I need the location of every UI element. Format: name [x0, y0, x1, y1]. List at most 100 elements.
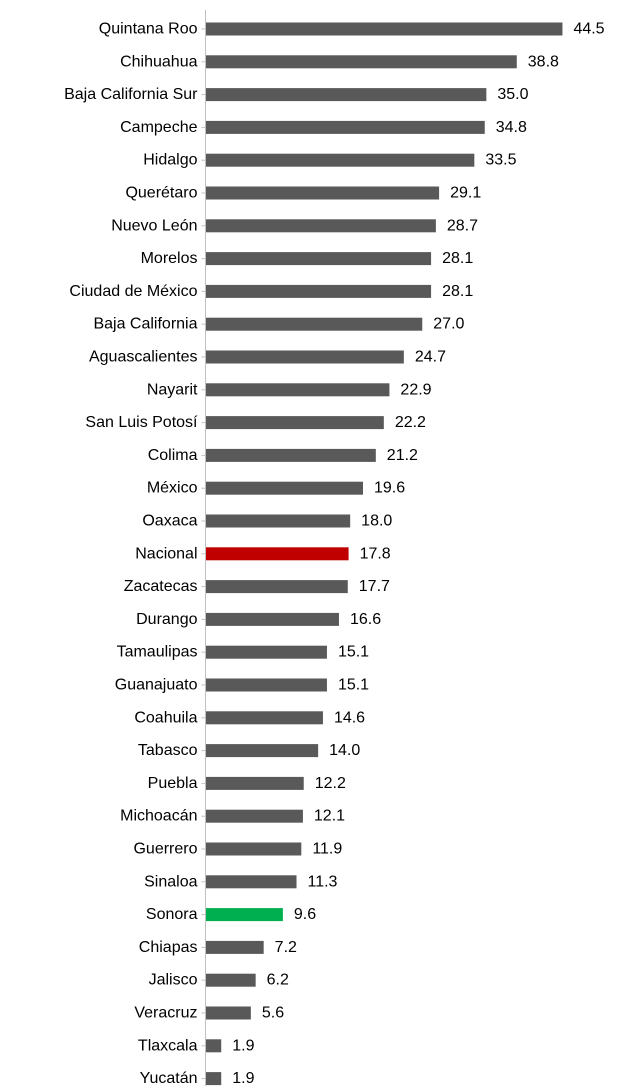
data-label: 1.9 — [232, 1070, 254, 1086]
data-label: 22.9 — [400, 381, 431, 398]
category-label: Tamaulipas — [117, 644, 198, 661]
data-label: 29.1 — [450, 185, 481, 202]
bar — [206, 448, 376, 462]
bar — [206, 481, 363, 495]
bar — [206, 580, 348, 594]
bar — [206, 514, 351, 528]
data-label: 17.7 — [359, 578, 390, 595]
category-label: Ciudad de México — [69, 283, 197, 300]
data-label: 24.7 — [415, 349, 446, 366]
bar — [206, 842, 302, 856]
category-label: Michoacán — [120, 808, 197, 825]
data-label: 28.1 — [442, 250, 473, 267]
data-label: 33.5 — [485, 152, 516, 169]
bar — [206, 1072, 222, 1086]
data-label: 28.1 — [442, 283, 473, 300]
category-label: Veracruz — [134, 1005, 197, 1022]
data-label: 9.6 — [294, 906, 316, 923]
data-label: 7.2 — [275, 939, 297, 956]
category-label: Coahuila — [134, 709, 197, 726]
bar — [206, 252, 432, 266]
data-label: 34.8 — [496, 119, 527, 136]
bar — [206, 416, 384, 430]
bar — [206, 153, 475, 167]
data-label: 1.9 — [232, 1037, 254, 1054]
bar — [206, 120, 485, 134]
category-label: Nuevo León — [111, 217, 197, 234]
bar — [206, 875, 297, 889]
data-label: 14.6 — [334, 709, 365, 726]
bar — [206, 1039, 222, 1053]
data-label: 38.8 — [528, 53, 559, 70]
data-label: 18.0 — [361, 513, 392, 530]
bar — [206, 776, 304, 790]
category-label: Zacatecas — [124, 578, 198, 595]
category-label: San Luis Potosí — [85, 414, 198, 431]
bar — [206, 350, 404, 364]
bar — [206, 88, 487, 102]
bar — [206, 219, 436, 233]
category-label: Oaxaca — [142, 513, 197, 530]
bar — [206, 744, 319, 758]
data-label: 28.7 — [447, 217, 478, 234]
data-label: 15.1 — [338, 677, 369, 694]
bar — [206, 973, 256, 987]
category-label: Chiapas — [139, 939, 198, 956]
category-label: Morelos — [141, 250, 198, 267]
bar — [206, 940, 264, 954]
category-label: Guanajuato — [115, 677, 198, 694]
data-label: 19.6 — [374, 480, 405, 497]
category-label: Puebla — [148, 775, 198, 792]
bar — [206, 284, 432, 298]
bar — [206, 186, 440, 200]
data-label: 15.1 — [338, 644, 369, 661]
category-label: Tabasco — [138, 742, 198, 759]
data-label: 11.3 — [308, 873, 338, 890]
data-label: 44.5 — [573, 21, 604, 38]
bar — [206, 678, 327, 692]
data-label: 12.2 — [315, 775, 346, 792]
category-label: Aguascalientes — [89, 349, 198, 366]
data-label: 6.2 — [267, 972, 289, 989]
bar — [206, 547, 349, 561]
data-label: 35.0 — [497, 86, 528, 103]
category-label: México — [147, 480, 198, 497]
category-label: Querétaro — [125, 185, 197, 202]
bar — [206, 711, 323, 725]
category-label: Sonora — [146, 906, 198, 923]
category-label: Durango — [136, 611, 197, 628]
category-label: Nayarit — [147, 381, 198, 398]
bar — [206, 908, 283, 922]
data-label: 17.8 — [360, 545, 391, 562]
category-label: Hidalgo — [143, 152, 197, 169]
data-label: 21.2 — [387, 447, 418, 464]
category-label: Chihuahua — [120, 53, 198, 70]
data-label: 22.2 — [395, 414, 426, 431]
data-label: 16.6 — [350, 611, 381, 628]
category-label: Colima — [148, 447, 198, 464]
category-label: Yucatán — [140, 1070, 198, 1086]
category-label: Tlaxcala — [138, 1037, 198, 1054]
bar — [206, 317, 423, 331]
data-label: 11.9 — [312, 841, 342, 858]
category-label: Guerrero — [133, 841, 197, 858]
category-label: Nacional — [135, 545, 197, 562]
bar — [206, 1006, 251, 1020]
category-label: Campeche — [120, 119, 197, 136]
bar — [206, 612, 339, 626]
category-label: Sinaloa — [144, 873, 197, 890]
category-label: Baja California Sur — [64, 86, 198, 103]
data-label: 12.1 — [314, 808, 345, 825]
category-label: Baja California — [93, 316, 197, 333]
data-label: 14.0 — [329, 742, 360, 759]
data-label: 5.6 — [262, 1005, 284, 1022]
category-label: Quintana Roo — [99, 21, 198, 38]
bar — [206, 809, 303, 823]
data-label: 27.0 — [433, 316, 464, 333]
bar — [206, 55, 517, 69]
category-label: Jalisco — [149, 972, 198, 989]
bar — [206, 383, 390, 397]
bar — [206, 22, 563, 36]
